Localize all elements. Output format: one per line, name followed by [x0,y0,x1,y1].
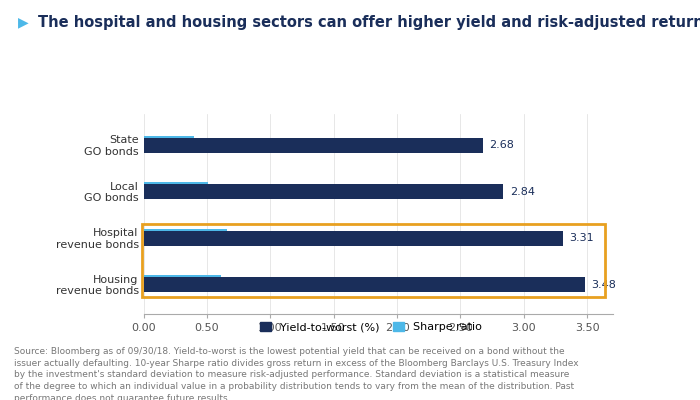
Text: Source: Bloomberg as of 09/30/18. Yield-to-worst is the lowest potential yield t: Source: Bloomberg as of 09/30/18. Yield-… [14,347,579,400]
Text: 0.61: 0.61 [228,278,252,288]
Bar [144,138,483,153]
Text: 0.51: 0.51 [214,185,239,195]
Legend: Yield-to-worst (%), Sharpe ratio: Yield-to-worst (%), Sharpe ratio [256,317,486,337]
Text: 2.68: 2.68 [489,140,514,150]
Bar [144,229,228,244]
Text: 0.40: 0.40 [200,138,225,148]
Text: 3.48: 3.48 [591,280,616,290]
Text: 0.66: 0.66 [234,231,258,241]
Text: ▶: ▶ [18,15,28,29]
Bar [144,184,503,199]
Bar [144,182,208,197]
Bar [144,277,584,292]
Text: 2.84: 2.84 [510,187,535,197]
Text: The hospital and housing sectors can offer higher yield and risk-adjusted return: The hospital and housing sectors can off… [38,14,700,30]
Bar [142,224,605,297]
Bar [144,231,563,246]
Text: 3.31: 3.31 [569,233,594,243]
Bar [144,275,220,290]
Bar [144,136,194,151]
